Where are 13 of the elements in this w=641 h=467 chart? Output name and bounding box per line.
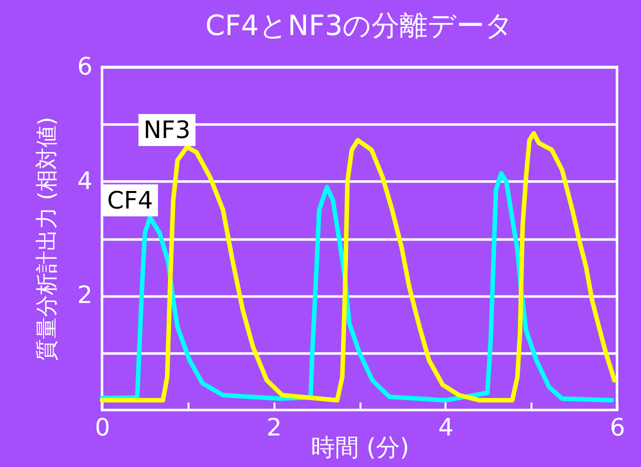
x-tick-label: 0: [94, 414, 110, 442]
y-tick-label: 2: [77, 281, 92, 310]
x-tick-label: 4: [438, 414, 454, 442]
x-axis-title: 時間 (分): [310, 434, 410, 462]
line-series: [100, 171, 614, 403]
chart-title: CF4とNF3の分離データ: [205, 9, 514, 42]
x-tick-label: 6: [610, 414, 626, 442]
y-tick-label: 4: [77, 166, 92, 195]
series-label: CF4: [107, 186, 153, 214]
series-label: NF3: [143, 116, 190, 144]
y-tick-label: 6: [77, 52, 92, 80]
y-axis-title: 質量分析計出力 (相対値): [35, 116, 60, 362]
x-tick-label: 2: [266, 414, 282, 442]
